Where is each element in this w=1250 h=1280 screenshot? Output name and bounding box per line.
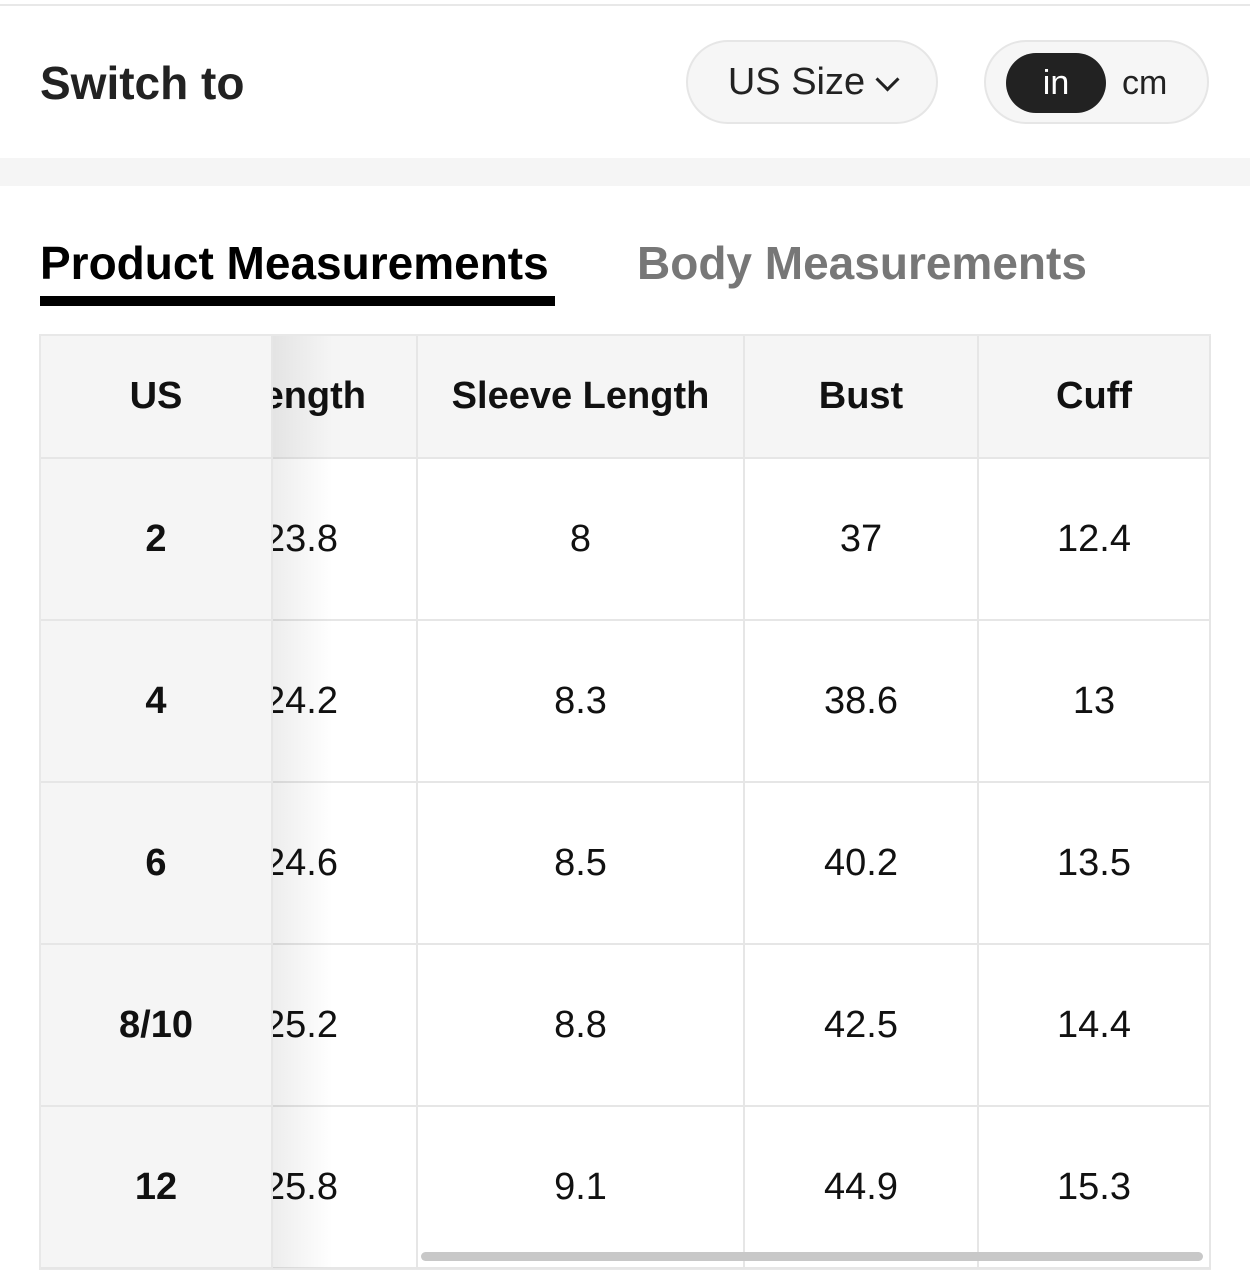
measurement-cell: 14.4 — [979, 945, 1211, 1107]
column-header: Bust — [745, 336, 979, 459]
cell-value: 25.2 — [273, 1003, 338, 1046]
measurement-cell: 9.1 — [418, 1107, 745, 1269]
section-divider — [0, 158, 1250, 186]
unit-toggle[interactable]: in cm — [984, 40, 1209, 124]
measurement-cell: 8.8 — [418, 945, 745, 1107]
size-cell: 8/10 — [41, 945, 273, 1107]
size-system-select[interactable]: US Size — [686, 40, 938, 124]
measurement-cell: 8.3 — [418, 621, 745, 783]
tab-product-measurements[interactable]: Product Measurements — [40, 237, 549, 289]
unit-in-button[interactable]: in — [1006, 53, 1106, 113]
measurement-cell: 40.2 — [745, 783, 979, 945]
size-cell: 6 — [41, 783, 273, 945]
measurement-cell: 15.3 — [979, 1107, 1211, 1269]
unit-cm-button[interactable]: cm — [1122, 63, 1168, 102]
horizontal-scrollbar[interactable] — [421, 1252, 1203, 1261]
column-header-label: Length — [273, 375, 366, 417]
size-select-value: US Size — [727, 60, 866, 103]
measurement-cell: 25.8 — [273, 1107, 418, 1269]
cell-value: 25.8 — [273, 1165, 338, 1208]
cell-value: 23.8 — [273, 517, 338, 560]
measurement-cell: 8 — [418, 459, 745, 621]
top-divider — [0, 4, 1250, 6]
measurement-cell: 13.5 — [979, 783, 1211, 945]
size-cell: 2 — [41, 459, 273, 621]
measurement-cell: 44.9 — [745, 1107, 979, 1269]
measurement-cell: 23.8 — [273, 459, 418, 621]
cell-value: 24.6 — [273, 841, 338, 884]
measurement-cell: 37 — [745, 459, 979, 621]
chevron-down-icon — [875, 66, 900, 92]
tab-body-measurements[interactable]: Body Measurements — [637, 237, 1087, 289]
measurement-cell: 12.4 — [979, 459, 1211, 621]
column-header: Sleeve Length — [418, 336, 745, 459]
measurement-cell: 25.2 — [273, 945, 418, 1107]
measurement-cell: 38.6 — [745, 621, 979, 783]
column-header: US — [41, 336, 273, 459]
active-tab-indicator — [40, 296, 555, 306]
measurement-cell: 24.2 — [273, 621, 418, 783]
column-header: Cuff — [979, 336, 1211, 459]
measurement-cell: 42.5 — [745, 945, 979, 1107]
switch-to-label: Switch to — [40, 57, 245, 109]
size-cell: 12 — [41, 1107, 273, 1269]
column-header: Length — [273, 336, 418, 459]
size-cell: 4 — [41, 621, 273, 783]
cell-value: 24.2 — [273, 679, 338, 722]
measurement-cell: 13 — [979, 621, 1211, 783]
measurement-cell: 8.5 — [418, 783, 745, 945]
measurement-cell: 24.6 — [273, 783, 418, 945]
